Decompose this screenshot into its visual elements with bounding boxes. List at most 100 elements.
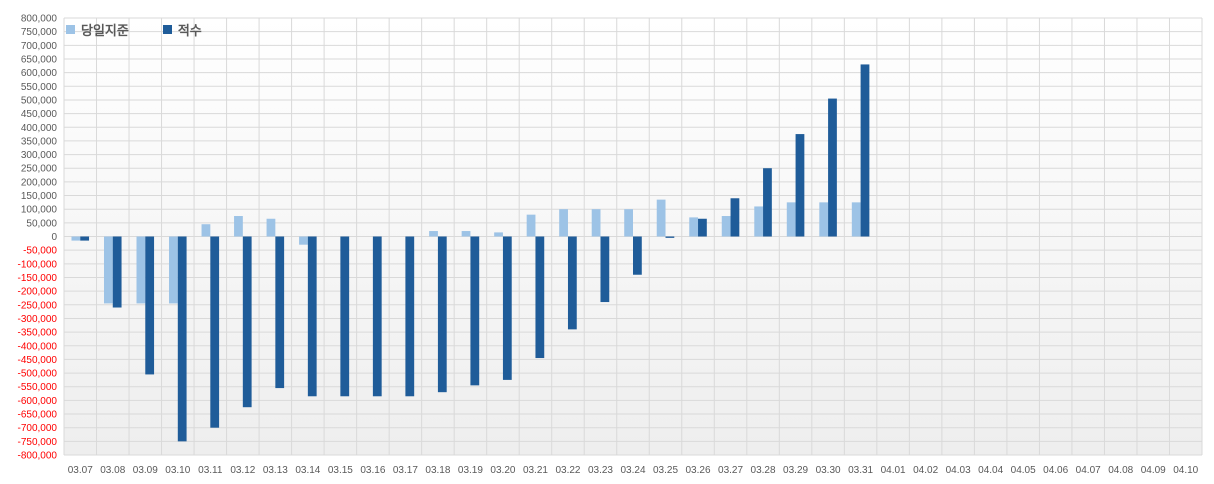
y-axis: 800,000 750,000 700,000 650,000 600,000 550,0… <box>18 14 58 462</box>
bar-series-1 <box>266 218 276 237</box>
bar-series-1 <box>721 216 731 237</box>
y-tick-label: 650,000 <box>21 54 58 65</box>
y-tick-label: -200,000 <box>18 287 58 298</box>
bar-series-1 <box>754 206 764 237</box>
x-tick-label: 03.17 <box>393 465 418 476</box>
y-tick-label: 350,000 <box>21 136 58 147</box>
x-tick-label: 03.22 <box>555 465 580 476</box>
bar-series-1 <box>103 236 113 304</box>
bar-series-2 <box>665 236 675 238</box>
y-tick-label: 700,000 <box>21 41 58 52</box>
y-tick-label: -50,000 <box>23 246 57 257</box>
y-tick-label: 250,000 <box>21 164 58 175</box>
x-tick-label: 03.18 <box>425 465 450 476</box>
x-axis: 03.07 03.08 03.09 03.10 03.11 03.12 03.13 03.14… <box>68 465 1199 476</box>
bar-series-1 <box>786 202 796 237</box>
bar-series-1 <box>299 236 308 245</box>
y-tick-label: -750,000 <box>18 437 58 448</box>
bar-series-2 <box>860 64 870 237</box>
bar-series-1 <box>559 209 568 237</box>
x-tick-label: 03.29 <box>783 465 808 476</box>
bar-series-1 <box>624 209 633 237</box>
y-tick-label: -100,000 <box>18 259 58 270</box>
bar-series-2 <box>210 236 220 428</box>
gridlines <box>63 17 1203 456</box>
bar-series-1 <box>201 224 211 237</box>
bar-series-2 <box>275 236 285 389</box>
x-tick-label: 03.12 <box>230 465 255 476</box>
y-tick-label: -600,000 <box>18 396 58 407</box>
x-tick-label: 03.20 <box>490 465 515 476</box>
bar-series-2 <box>795 134 805 237</box>
bar-series-1 <box>851 202 861 237</box>
y-tick-label: -700,000 <box>18 423 58 434</box>
legend-swatch-2 <box>162 25 172 34</box>
bar-series-2 <box>698 218 707 237</box>
x-tick-label: 03.31 <box>848 465 873 476</box>
bar-series-2 <box>80 236 90 241</box>
bar-series-1 <box>234 216 243 237</box>
x-tick-label: 03.16 <box>360 465 385 476</box>
bar-series-2 <box>567 236 577 330</box>
bar-series-1 <box>136 236 146 304</box>
y-tick-label: 450,000 <box>21 109 58 120</box>
x-tick-label: 04.02 <box>913 465 938 476</box>
bar-series-2 <box>372 236 382 397</box>
bar-series-1 <box>526 214 536 237</box>
bar-series-1 <box>494 232 503 237</box>
x-tick-label: 04.05 <box>1011 465 1036 476</box>
bar-series-1 <box>591 209 601 237</box>
y-tick-label: -150,000 <box>18 273 58 284</box>
bar-series-2 <box>470 236 480 386</box>
x-tick-label: 03.07 <box>68 465 93 476</box>
legend-item-1: 당일지준 <box>66 20 129 39</box>
bar-series-2 <box>307 236 317 397</box>
y-tick-label: 600,000 <box>21 68 58 79</box>
x-tick-label: 04.06 <box>1043 465 1068 476</box>
bar-series-2 <box>600 236 610 303</box>
x-tick-label: 03.13 <box>263 465 288 476</box>
bar-series-2 <box>730 198 740 237</box>
y-tick-label: -350,000 <box>18 328 58 339</box>
bar-series-2 <box>242 236 252 408</box>
bar-series-2 <box>112 236 122 308</box>
x-tick-label: 03.23 <box>588 465 613 476</box>
x-tick-label: 03.19 <box>458 465 483 476</box>
bar-series-2 <box>535 236 545 359</box>
legend-label-1: 당일지준 <box>81 24 129 39</box>
x-tick-label: 03.27 <box>718 465 743 476</box>
y-tick-label: -800,000 <box>18 451 58 462</box>
bar-series-2 <box>177 236 187 442</box>
bars <box>71 64 870 442</box>
legend-label-2: 적수 <box>177 24 202 39</box>
legend-swatch-1 <box>66 25 75 34</box>
x-tick-label: 03.24 <box>620 465 645 476</box>
x-tick-label: 03.11 <box>198 465 223 476</box>
bar-series-2 <box>828 98 837 237</box>
x-tick-label: 04.01 <box>881 465 906 476</box>
x-tick-label: 03.08 <box>100 465 125 476</box>
x-tick-label: 03.26 <box>686 465 711 476</box>
y-tick-label: 100,000 <box>21 205 58 216</box>
y-tick-label: 200,000 <box>21 177 58 188</box>
x-tick-label: 03.14 <box>295 465 320 476</box>
x-tick-label: 03.10 <box>165 465 190 476</box>
y-tick-label: 300,000 <box>21 150 58 161</box>
bar-series-1 <box>656 199 666 237</box>
legend-item-2: 적수 <box>162 20 202 39</box>
y-tick-label: -400,000 <box>18 341 58 352</box>
bar-series-2 <box>437 236 447 393</box>
x-tick-label: 04.08 <box>1108 465 1133 476</box>
x-tick-label: 03.09 <box>133 465 158 476</box>
y-tick-label: 550,000 <box>21 82 58 93</box>
bar-series-2 <box>405 236 415 397</box>
y-tick-label: -650,000 <box>18 410 58 421</box>
y-tick-label: 50,000 <box>26 218 57 229</box>
x-tick-label: 03.28 <box>751 465 776 476</box>
y-tick-label: -300,000 <box>18 314 58 325</box>
y-tick-label: -450,000 <box>18 355 58 366</box>
y-tick-label: 400,000 <box>21 123 58 134</box>
bar-series-2 <box>340 236 350 397</box>
x-tick-label: 03.25 <box>653 465 678 476</box>
